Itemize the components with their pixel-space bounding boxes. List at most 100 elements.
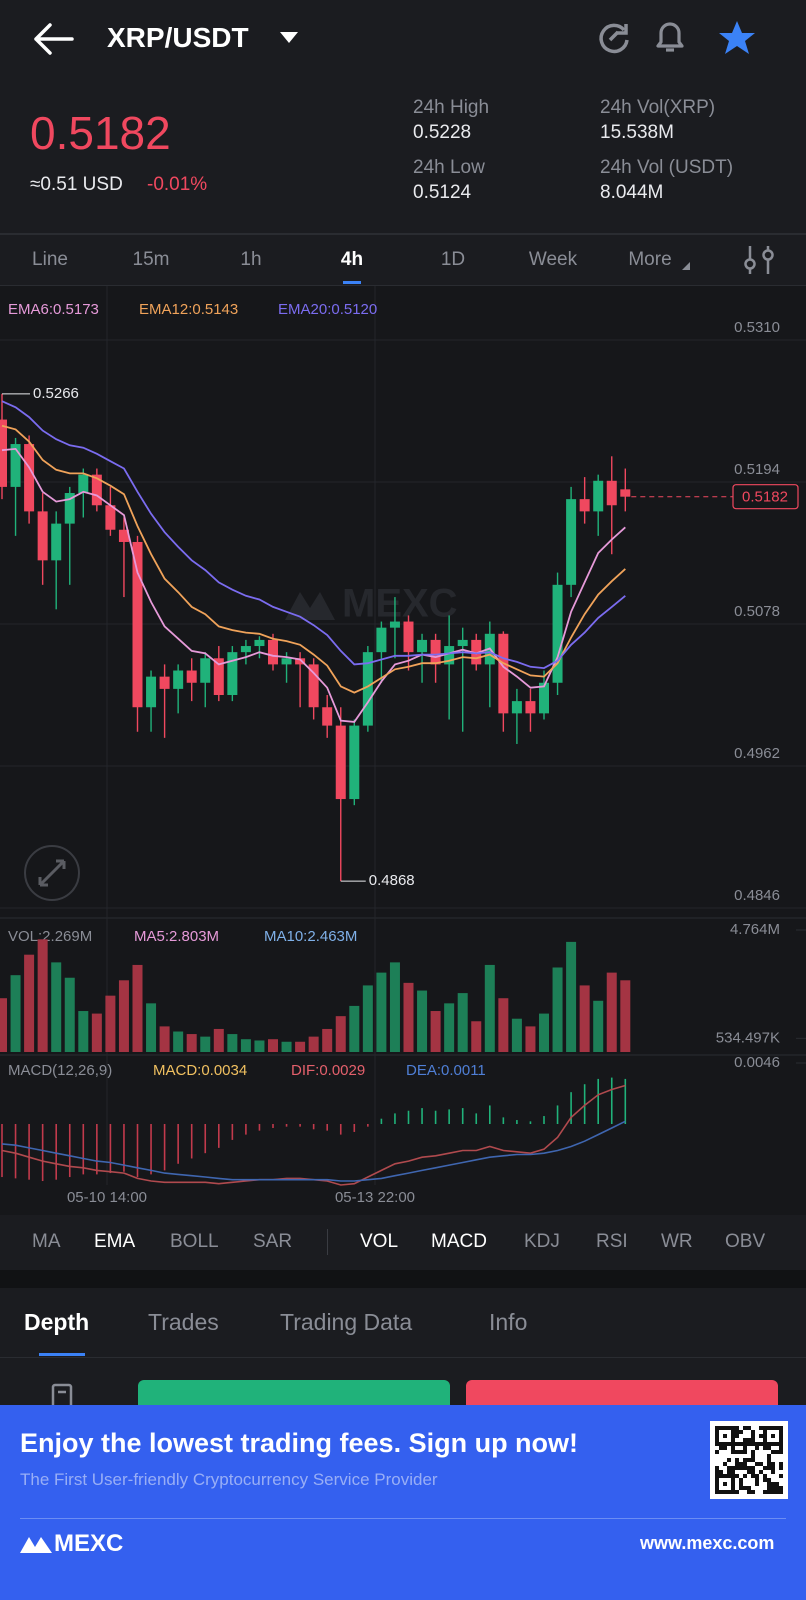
qr-module	[743, 1458, 747, 1462]
pair-title[interactable]: XRP/USDT	[107, 22, 249, 53]
qr-module	[715, 1466, 719, 1470]
qr-module	[779, 1490, 783, 1494]
qr-module	[735, 1474, 739, 1478]
volume-bar	[308, 1036, 319, 1052]
indicator-tab[interactable]: SAR	[253, 1231, 293, 1252]
favorite-star[interactable]	[718, 20, 756, 56]
bottom-tab[interactable]: Info	[489, 1309, 528, 1335]
timeframe-tab-active[interactable]: 4h	[340, 249, 364, 270]
qr-module	[735, 1430, 739, 1434]
volume-bar	[10, 975, 21, 1052]
qr-module	[751, 1430, 755, 1434]
qr-module	[719, 1474, 723, 1478]
indicator-tab-active[interactable]: MACD	[431, 1231, 487, 1252]
candle-body	[254, 639, 265, 647]
indicator-tab[interactable]: BOLL	[170, 1231, 219, 1252]
qr-module	[727, 1426, 731, 1430]
qr-module	[731, 1486, 735, 1490]
qr-module	[743, 1450, 747, 1454]
legend-entry: DEA:0.0011	[406, 1062, 486, 1079]
indicator-tab[interactable]: MA	[32, 1231, 61, 1252]
expand-button[interactable]	[24, 845, 80, 901]
qr-module	[739, 1486, 743, 1490]
volume-bar	[240, 1039, 251, 1052]
timeframe-tab[interactable]: 1D	[440, 249, 466, 270]
indicator-tab[interactable]: OBV	[725, 1231, 766, 1252]
bottom-tab[interactable]: Trading Data	[280, 1309, 413, 1335]
timeframe-tab[interactable]: Week	[528, 249, 578, 270]
qr-code	[710, 1421, 788, 1499]
qr-module	[723, 1490, 727, 1494]
legend-entry: VOL:2.269M	[8, 928, 92, 945]
indicator-tab-active[interactable]: EMA	[94, 1231, 136, 1252]
qr-module	[715, 1438, 719, 1442]
qr-module	[723, 1462, 727, 1466]
qr-module	[771, 1482, 775, 1486]
candle-body	[159, 676, 170, 689]
refresh-icon[interactable]	[596, 20, 632, 56]
active-underline	[343, 281, 361, 284]
timeframe-tab[interactable]: More	[628, 249, 672, 270]
indicator-tab[interactable]: KDJ	[524, 1231, 560, 1252]
candle-body	[91, 474, 102, 506]
kline-chart[interactable]: MEXC 0.5310 0.5194 0.5078 0.4962 0.4846 EMA6:0…	[0, 286, 806, 1215]
volume-bar	[159, 1026, 170, 1052]
candle-body	[64, 493, 75, 524]
bottom-tab-active[interactable]: Depth	[24, 1309, 90, 1335]
promo-banner[interactable]	[0, 1405, 806, 1600]
qr-module	[771, 1450, 775, 1454]
candle-body	[213, 658, 224, 695]
current-price-label: 0.5182	[742, 489, 788, 506]
qr-module	[771, 1426, 775, 1430]
current-price-box	[732, 484, 799, 510]
qr-module	[715, 1490, 719, 1494]
chart-settings-icon[interactable]	[742, 244, 776, 276]
qr-module	[731, 1474, 735, 1478]
qr-module	[759, 1462, 763, 1466]
divider	[0, 1357, 806, 1358]
qr-module	[763, 1466, 767, 1470]
candle-body	[132, 541, 143, 708]
indicator-tab[interactable]: WR	[661, 1231, 693, 1252]
qr-module	[763, 1478, 767, 1482]
candle-body	[498, 633, 509, 714]
qr-module	[775, 1450, 779, 1454]
timeframe-tab[interactable]: 1h	[240, 249, 262, 270]
qr-module	[747, 1486, 751, 1490]
candle-body	[566, 499, 577, 585]
volume-bar	[186, 1034, 197, 1052]
volume-bar	[254, 1040, 265, 1052]
qr-module	[723, 1442, 727, 1446]
qr-module	[747, 1490, 751, 1494]
qr-module	[715, 1478, 719, 1482]
qr-module	[715, 1470, 719, 1474]
qr-module	[743, 1466, 747, 1470]
divider	[20, 1518, 786, 1519]
expand-icon	[38, 859, 66, 887]
qr-module	[763, 1438, 767, 1442]
candle-body	[78, 474, 89, 494]
indicator-tab[interactable]: RSI	[596, 1231, 628, 1252]
bell-icon[interactable]	[652, 18, 688, 56]
indicator-tab-active[interactable]: VOL	[360, 1231, 399, 1252]
volume-bar	[430, 1011, 441, 1052]
qr-module	[767, 1486, 771, 1490]
volume-bar	[91, 1013, 102, 1052]
volume-bar	[146, 1003, 157, 1052]
qr-module	[719, 1470, 723, 1474]
timeframe-tab[interactable]: Line	[32, 249, 68, 270]
candle-body	[240, 646, 251, 653]
bottom-tab[interactable]: Trades	[148, 1309, 219, 1335]
qr-module	[767, 1446, 771, 1450]
timeframe-tab[interactable]: 15m	[132, 249, 170, 270]
pair-dropdown[interactable]	[280, 32, 298, 44]
qr-module	[755, 1478, 759, 1482]
back-button[interactable]	[30, 22, 76, 56]
qr-module	[739, 1442, 743, 1446]
qr-module	[715, 1426, 719, 1430]
qr-module	[751, 1490, 755, 1494]
qr-module	[775, 1486, 779, 1490]
qr-module	[715, 1430, 719, 1434]
more-caret	[682, 262, 690, 270]
